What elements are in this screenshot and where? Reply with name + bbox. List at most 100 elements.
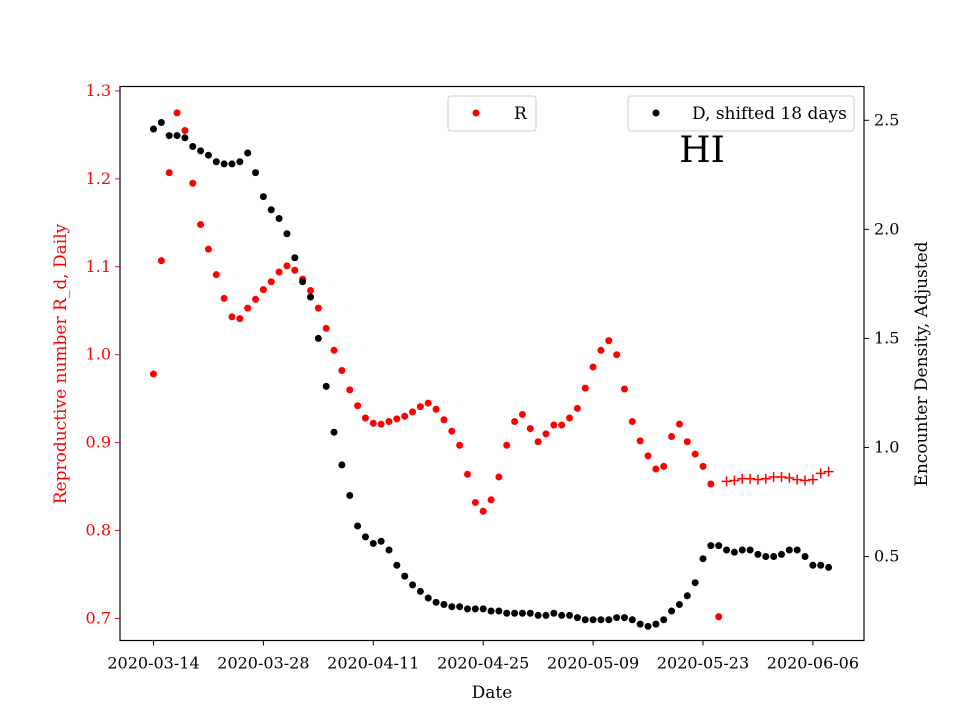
D-point bbox=[314, 334, 322, 342]
D-point bbox=[817, 561, 825, 569]
R-point bbox=[409, 408, 417, 416]
D-point bbox=[503, 609, 511, 617]
D-point bbox=[330, 428, 338, 436]
y-left-tick-label: 1.1 bbox=[86, 257, 111, 276]
R-point bbox=[511, 418, 519, 426]
R-point bbox=[518, 411, 526, 419]
D-point bbox=[299, 278, 307, 286]
D-point bbox=[259, 193, 267, 201]
D-point bbox=[770, 553, 778, 561]
R-point bbox=[471, 498, 479, 506]
D-point bbox=[220, 160, 228, 168]
R-point bbox=[212, 271, 220, 279]
D-point bbox=[558, 611, 566, 619]
D-point bbox=[252, 169, 260, 177]
y-left-tick-label: 0.8 bbox=[86, 521, 111, 540]
state-label: HI bbox=[679, 130, 725, 171]
legend-D-box bbox=[627, 95, 855, 132]
D-point bbox=[793, 546, 801, 554]
y-right-tick-label: 2.0 bbox=[874, 219, 899, 238]
R-point bbox=[628, 418, 636, 426]
R-forecast-point bbox=[760, 473, 771, 484]
R-point bbox=[283, 262, 291, 270]
legend-D-label: D, shifted 18 days bbox=[692, 104, 847, 124]
D-point bbox=[307, 293, 314, 301]
R-point bbox=[558, 421, 566, 429]
axis-ticks: 2020-03-14 2020-03-28 2020-04-11 2020-04-25… bbox=[86, 81, 900, 673]
D-point bbox=[173, 132, 181, 140]
R-point bbox=[456, 441, 464, 449]
D-point bbox=[361, 533, 369, 541]
D-point bbox=[778, 550, 785, 558]
R-point bbox=[150, 370, 157, 378]
legend-R-label: R bbox=[514, 104, 528, 124]
R-point bbox=[534, 438, 542, 446]
D-point bbox=[518, 609, 526, 617]
R-point bbox=[173, 109, 181, 117]
R-point bbox=[495, 473, 503, 481]
series-D-points bbox=[150, 118, 833, 630]
R-point bbox=[228, 313, 236, 321]
D-point bbox=[275, 214, 283, 222]
R-point bbox=[424, 399, 432, 407]
D-point bbox=[448, 603, 456, 611]
D-point bbox=[730, 548, 738, 556]
R-point bbox=[252, 295, 260, 303]
D-point bbox=[197, 147, 205, 155]
R-point bbox=[181, 126, 189, 134]
R-point bbox=[644, 452, 652, 460]
y-right-tick-label: 1.5 bbox=[874, 328, 899, 347]
D-point bbox=[322, 382, 330, 390]
legend-D: D, shifted 18 days bbox=[627, 95, 855, 132]
D-point bbox=[597, 616, 605, 624]
R-point bbox=[526, 425, 534, 433]
R-point bbox=[597, 346, 605, 354]
R-forecast-point bbox=[729, 475, 740, 486]
D-point bbox=[683, 592, 691, 600]
D-point bbox=[785, 546, 793, 554]
y-left-tick-label: 0.7 bbox=[86, 609, 111, 628]
R-point bbox=[275, 268, 283, 276]
R-point bbox=[259, 286, 267, 294]
D-point bbox=[424, 594, 432, 602]
R-point bbox=[385, 418, 393, 426]
D-point bbox=[189, 142, 197, 150]
R-point bbox=[605, 337, 613, 345]
D-point bbox=[432, 598, 440, 606]
R-point bbox=[675, 420, 683, 428]
R-point bbox=[369, 419, 377, 427]
D-point bbox=[228, 160, 236, 168]
D-point bbox=[511, 609, 519, 617]
R-point bbox=[660, 462, 668, 470]
D-point bbox=[440, 601, 448, 609]
R-point bbox=[314, 304, 322, 312]
legend-R: R bbox=[447, 95, 537, 132]
D-point bbox=[542, 611, 550, 619]
D-point bbox=[157, 118, 165, 126]
y-right-axis-title: Encounter Density, Adjusted bbox=[912, 241, 932, 486]
D-point bbox=[354, 522, 362, 530]
R-point bbox=[550, 421, 558, 429]
D-point bbox=[581, 616, 589, 624]
D-point bbox=[707, 542, 715, 550]
R-point bbox=[267, 278, 275, 286]
R-point bbox=[291, 266, 299, 274]
D-point bbox=[738, 546, 746, 554]
legend-D-marker bbox=[652, 109, 660, 117]
R-point bbox=[307, 287, 314, 295]
x-tick-label: 2020-03-14 bbox=[107, 654, 199, 673]
R-point bbox=[621, 385, 628, 393]
D-point bbox=[652, 620, 660, 628]
D-point bbox=[534, 611, 542, 619]
D-point bbox=[338, 461, 346, 469]
R-point bbox=[683, 438, 691, 446]
D-point bbox=[691, 579, 699, 587]
x-tick-label: 2020-05-09 bbox=[547, 654, 639, 673]
R-point bbox=[416, 403, 424, 411]
R-point bbox=[157, 257, 165, 265]
R-point bbox=[542, 430, 550, 438]
D-point bbox=[675, 601, 683, 609]
R-point bbox=[220, 294, 228, 302]
D-point bbox=[283, 230, 291, 238]
D-point bbox=[495, 607, 503, 615]
